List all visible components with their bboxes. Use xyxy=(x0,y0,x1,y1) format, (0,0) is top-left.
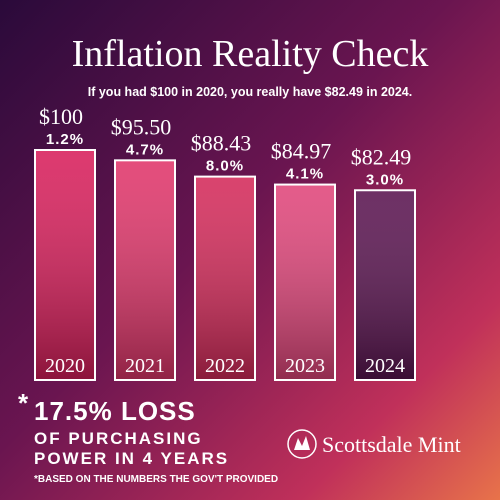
brand-logo xyxy=(287,429,317,459)
rate-label: 4.7% xyxy=(126,141,164,158)
bar-shade xyxy=(36,151,94,379)
subtitle: If you had $100 in 2020, you really have… xyxy=(88,85,412,99)
brand-name: Scottsdale Mint xyxy=(322,432,461,457)
value-label: $84.97 xyxy=(271,139,332,164)
rate-label: 4.1% xyxy=(286,166,324,183)
bars: $100 1.2% 2020 $95.50 4.7% 2021 $88.43 8.0% 2022… xyxy=(34,104,416,381)
callout-line: 17.5% LOSS xyxy=(34,396,196,426)
year-label: 2024 xyxy=(365,355,405,377)
footnote: *BASED ON THE NUMBERS THE GOV'T PROVIDED xyxy=(34,474,278,485)
rate-label: 3.0% xyxy=(366,171,404,188)
value-label: $95.50 xyxy=(111,114,172,139)
year-label: 2021 xyxy=(125,355,165,377)
callout-marker: * xyxy=(18,388,29,418)
year-label: 2023 xyxy=(285,355,325,377)
bar-shade xyxy=(356,191,414,379)
year-label: 2020 xyxy=(45,355,85,377)
value-label: $100 xyxy=(39,104,83,129)
rate-label: 1.2% xyxy=(46,131,84,148)
callout-line: OF PURCHASING xyxy=(34,429,203,448)
callout-line: POWER IN 4 YEARS xyxy=(34,449,229,468)
year-label: 2022 xyxy=(205,355,245,377)
value-label: $88.43 xyxy=(191,131,252,156)
rate-label: 8.0% xyxy=(206,158,244,175)
title: Inflation Reality Check xyxy=(72,33,429,75)
bar-shade xyxy=(116,161,174,379)
bar-shade xyxy=(276,185,334,379)
bar-shade xyxy=(196,177,254,379)
value-label: $82.49 xyxy=(351,144,412,169)
